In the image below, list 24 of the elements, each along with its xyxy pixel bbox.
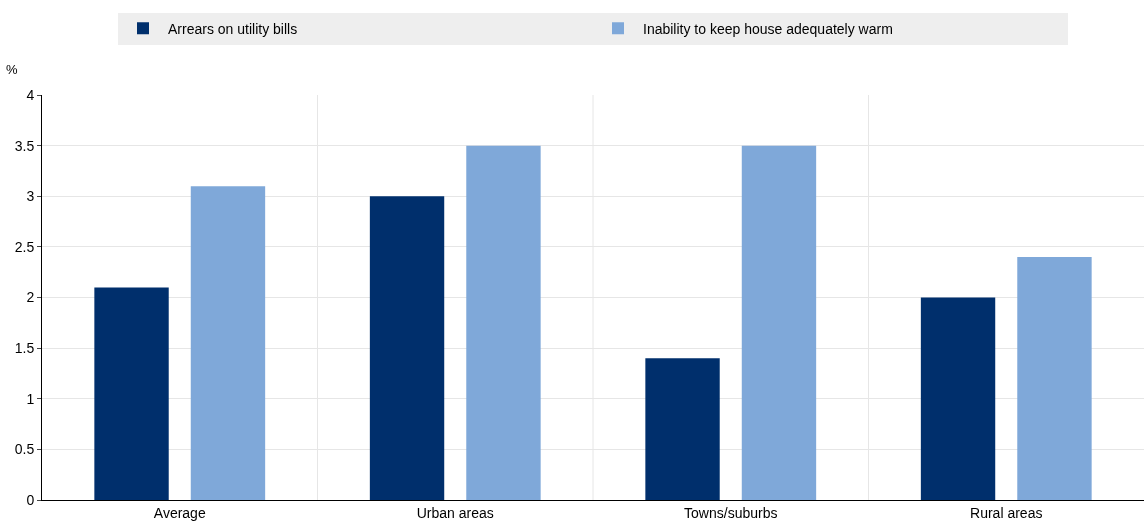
y-tick-label: 3 — [26, 188, 35, 205]
x-tick-label: Average — [153, 504, 206, 521]
y-tick-label: 3.5 — [14, 137, 35, 154]
y-tick-label: 4 — [26, 86, 35, 103]
y-tick-label: 2.5 — [14, 238, 35, 255]
bar — [741, 145, 817, 500]
legend-label: Arrears on utility bills — [168, 20, 298, 37]
bar — [1017, 257, 1092, 500]
bar — [94, 287, 169, 500]
bar — [466, 145, 541, 500]
bar — [920, 297, 996, 500]
bar — [645, 358, 720, 500]
x-tick-label: Towns/suburbs — [684, 504, 778, 521]
y-tick-label: 0 — [26, 491, 35, 508]
x-tick-label: Rural areas — [970, 504, 1043, 521]
y-tick-label: 1.5 — [14, 340, 35, 357]
bar — [190, 186, 266, 500]
y-tick-label: 2 — [26, 289, 35, 306]
y-tick-label: 0.5 — [14, 441, 35, 458]
y-axis-title: % — [6, 62, 18, 77]
y-tick-label: 1 — [26, 390, 35, 407]
bar — [369, 196, 445, 500]
x-tick-label: Urban areas — [416, 504, 494, 521]
legend-label: Inability to keep house adequately warm — [643, 20, 893, 37]
